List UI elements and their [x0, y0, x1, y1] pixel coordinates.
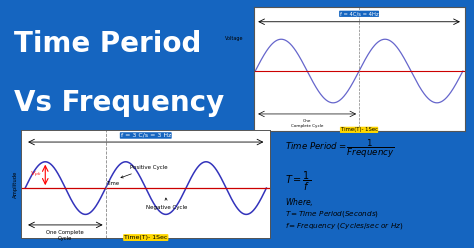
Text: $V_{pk}$: $V_{pk}$	[30, 170, 42, 180]
Text: Time Period: Time Period	[14, 30, 201, 58]
Text: One Complete
Cycle: One Complete Cycle	[46, 230, 84, 241]
Text: $\mathit{Where,}$: $\mathit{Where,}$	[285, 196, 313, 208]
Text: Amplitude: Amplitude	[13, 170, 18, 198]
Text: One
Complete Cycle: One Complete Cycle	[291, 119, 323, 128]
Text: Time(T)- 1Sec: Time(T)- 1Sec	[124, 235, 167, 240]
Text: Vs Frequency: Vs Frequency	[14, 89, 225, 117]
Text: Time(T)- 1Sec: Time(T)- 1Sec	[340, 127, 378, 132]
Text: Voltage: Voltage	[225, 36, 243, 41]
Text: Negative Cycle: Negative Cycle	[146, 198, 187, 210]
Text: $\mathit{T} = \dfrac{1}{\mathit{f}}$: $\mathit{T} = \dfrac{1}{\mathit{f}}$	[285, 170, 311, 193]
Text: $\mathit{T = Time\ Period(Seconds)}$: $\mathit{T = Time\ Period(Seconds)}$	[285, 209, 379, 219]
Text: f = 4C/s = 4Hz: f = 4C/s = 4Hz	[340, 11, 378, 16]
Text: $\mathit{Time\ Period} = \dfrac{1}{\mathit{Frequency}}$: $\mathit{Time\ Period} = \dfrac{1}{\math…	[285, 137, 394, 160]
Text: Positive Cycle: Positive Cycle	[121, 165, 167, 178]
Text: Time: Time	[108, 181, 120, 186]
Text: f = 3 C/s = 3 Hz: f = 3 C/s = 3 Hz	[120, 133, 171, 138]
Text: $\mathit{f = Frequency\ (Cycles/sec\ or\ Hz)}$: $\mathit{f = Frequency\ (Cycles/sec\ or\…	[285, 221, 403, 231]
